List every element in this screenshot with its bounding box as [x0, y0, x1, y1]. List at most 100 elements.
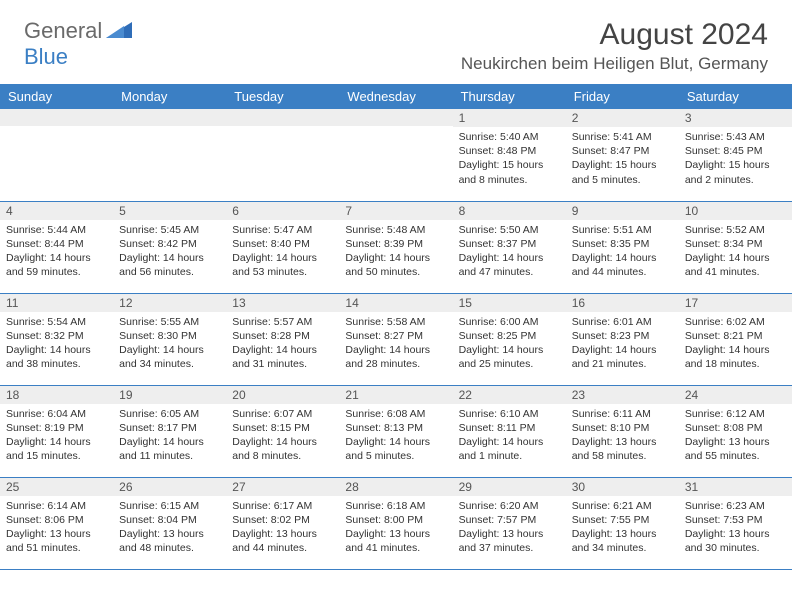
day-number: 14 [339, 294, 452, 312]
calendar-day-cell: 4Sunrise: 5:44 AMSunset: 8:44 PMDaylight… [0, 201, 113, 293]
day-detail-line: Sunset: 8:42 PM [119, 237, 220, 251]
day-detail-line: Sunrise: 5:55 AM [119, 315, 220, 329]
day-detail-line: Daylight: 15 hours [459, 158, 560, 172]
calendar-day-cell: 12Sunrise: 5:55 AMSunset: 8:30 PMDayligh… [113, 293, 226, 385]
day-detail-line: Sunset: 8:00 PM [345, 513, 446, 527]
calendar-day-cell: 5Sunrise: 5:45 AMSunset: 8:42 PMDaylight… [113, 201, 226, 293]
day-detail-line: and 21 minutes. [572, 357, 673, 371]
day-details: Sunrise: 6:00 AMSunset: 8:25 PMDaylight:… [453, 312, 566, 376]
calendar-day-cell: 15Sunrise: 6:00 AMSunset: 8:25 PMDayligh… [453, 293, 566, 385]
brand-logo: General [24, 18, 134, 44]
day-detail-line: Sunrise: 6:10 AM [459, 407, 560, 421]
day-detail-line: Sunset: 8:34 PM [685, 237, 786, 251]
day-detail-line: Sunrise: 6:23 AM [685, 499, 786, 513]
day-number: 6 [226, 202, 339, 220]
day-number: 27 [226, 478, 339, 496]
day-detail-line: Sunset: 8:28 PM [232, 329, 333, 343]
day-number: 12 [113, 294, 226, 312]
calendar-day-cell [0, 109, 113, 201]
day-details: Sunrise: 5:41 AMSunset: 8:47 PMDaylight:… [566, 127, 679, 191]
day-detail-line: Daylight: 14 hours [6, 435, 107, 449]
day-details [226, 126, 339, 186]
day-detail-line: and 25 minutes. [459, 357, 560, 371]
day-detail-line: Sunset: 8:15 PM [232, 421, 333, 435]
day-detail-line: Daylight: 13 hours [459, 527, 560, 541]
header: General August 2024 Neukirchen beim Heil… [0, 0, 792, 80]
day-details: Sunrise: 5:52 AMSunset: 8:34 PMDaylight:… [679, 220, 792, 284]
day-detail-line: Sunset: 7:55 PM [572, 513, 673, 527]
day-detail-line: Daylight: 14 hours [6, 343, 107, 357]
day-details: Sunrise: 6:02 AMSunset: 8:21 PMDaylight:… [679, 312, 792, 376]
day-details: Sunrise: 5:40 AMSunset: 8:48 PMDaylight:… [453, 127, 566, 191]
weekday-header-row: Sunday Monday Tuesday Wednesday Thursday… [0, 84, 792, 109]
calendar-day-cell: 6Sunrise: 5:47 AMSunset: 8:40 PMDaylight… [226, 201, 339, 293]
day-details: Sunrise: 6:14 AMSunset: 8:06 PMDaylight:… [0, 496, 113, 560]
day-details: Sunrise: 5:43 AMSunset: 8:45 PMDaylight:… [679, 127, 792, 191]
day-details: Sunrise: 5:57 AMSunset: 8:28 PMDaylight:… [226, 312, 339, 376]
day-detail-line: Sunset: 8:21 PM [685, 329, 786, 343]
day-details [113, 126, 226, 186]
calendar-day-cell [113, 109, 226, 201]
day-detail-line: Daylight: 13 hours [6, 527, 107, 541]
calendar-day-cell: 26Sunrise: 6:15 AMSunset: 8:04 PMDayligh… [113, 477, 226, 569]
day-details: Sunrise: 5:51 AMSunset: 8:35 PMDaylight:… [566, 220, 679, 284]
day-number: 22 [453, 386, 566, 404]
day-detail-line: and 47 minutes. [459, 265, 560, 279]
day-detail-line: Sunrise: 5:48 AM [345, 223, 446, 237]
day-detail-line: Sunrise: 6:08 AM [345, 407, 446, 421]
calendar-day-cell: 14Sunrise: 5:58 AMSunset: 8:27 PMDayligh… [339, 293, 452, 385]
day-detail-line: Daylight: 14 hours [232, 435, 333, 449]
day-detail-line: and 48 minutes. [119, 541, 220, 555]
day-detail-line: and 37 minutes. [459, 541, 560, 555]
day-detail-line: Daylight: 14 hours [572, 251, 673, 265]
calendar-day-cell: 19Sunrise: 6:05 AMSunset: 8:17 PMDayligh… [113, 385, 226, 477]
day-detail-line: and 34 minutes. [119, 357, 220, 371]
day-details: Sunrise: 5:50 AMSunset: 8:37 PMDaylight:… [453, 220, 566, 284]
day-detail-line: Daylight: 13 hours [572, 435, 673, 449]
day-detail-line: and 15 minutes. [6, 449, 107, 463]
day-detail-line: Sunset: 8:37 PM [459, 237, 560, 251]
day-detail-line: Sunrise: 6:01 AM [572, 315, 673, 329]
day-detail-line: Daylight: 14 hours [685, 343, 786, 357]
location: Neukirchen beim Heiligen Blut, Germany [461, 54, 768, 74]
calendar-table: Sunday Monday Tuesday Wednesday Thursday… [0, 84, 792, 570]
day-details: Sunrise: 5:48 AMSunset: 8:39 PMDaylight:… [339, 220, 452, 284]
calendar-day-cell: 28Sunrise: 6:18 AMSunset: 8:00 PMDayligh… [339, 477, 452, 569]
day-detail-line: Daylight: 14 hours [459, 435, 560, 449]
calendar-week-row: 4Sunrise: 5:44 AMSunset: 8:44 PMDaylight… [0, 201, 792, 293]
weekday-header: Wednesday [339, 84, 452, 109]
day-details: Sunrise: 6:17 AMSunset: 8:02 PMDaylight:… [226, 496, 339, 560]
brand-triangle-icon [106, 20, 132, 43]
day-number: 8 [453, 202, 566, 220]
day-details: Sunrise: 6:11 AMSunset: 8:10 PMDaylight:… [566, 404, 679, 468]
day-detail-line: and 2 minutes. [685, 173, 786, 187]
day-detail-line: and 30 minutes. [685, 541, 786, 555]
day-details: Sunrise: 6:12 AMSunset: 8:08 PMDaylight:… [679, 404, 792, 468]
day-detail-line: Sunrise: 5:52 AM [685, 223, 786, 237]
day-details: Sunrise: 5:45 AMSunset: 8:42 PMDaylight:… [113, 220, 226, 284]
day-detail-line: Sunset: 8:08 PM [685, 421, 786, 435]
month-title: August 2024 [461, 18, 768, 52]
day-number: 25 [0, 478, 113, 496]
weekday-header: Monday [113, 84, 226, 109]
day-detail-line: and 56 minutes. [119, 265, 220, 279]
day-number: 13 [226, 294, 339, 312]
calendar-day-cell: 8Sunrise: 5:50 AMSunset: 8:37 PMDaylight… [453, 201, 566, 293]
day-detail-line: Daylight: 15 hours [685, 158, 786, 172]
day-number: 7 [339, 202, 452, 220]
day-detail-line: Sunrise: 5:41 AM [572, 130, 673, 144]
calendar-day-cell [226, 109, 339, 201]
day-detail-line: Sunrise: 6:00 AM [459, 315, 560, 329]
day-detail-line: Sunset: 7:53 PM [685, 513, 786, 527]
calendar-day-cell: 11Sunrise: 5:54 AMSunset: 8:32 PMDayligh… [0, 293, 113, 385]
day-detail-line: Sunset: 8:25 PM [459, 329, 560, 343]
day-detail-line: Daylight: 14 hours [459, 343, 560, 357]
day-detail-line: Daylight: 14 hours [232, 251, 333, 265]
day-detail-line: Sunrise: 6:07 AM [232, 407, 333, 421]
day-detail-line: Sunset: 8:44 PM [6, 237, 107, 251]
day-detail-line: Daylight: 13 hours [119, 527, 220, 541]
day-detail-line: Sunrise: 6:14 AM [6, 499, 107, 513]
day-details: Sunrise: 6:10 AMSunset: 8:11 PMDaylight:… [453, 404, 566, 468]
day-detail-line: Daylight: 14 hours [685, 251, 786, 265]
calendar-day-cell: 7Sunrise: 5:48 AMSunset: 8:39 PMDaylight… [339, 201, 452, 293]
